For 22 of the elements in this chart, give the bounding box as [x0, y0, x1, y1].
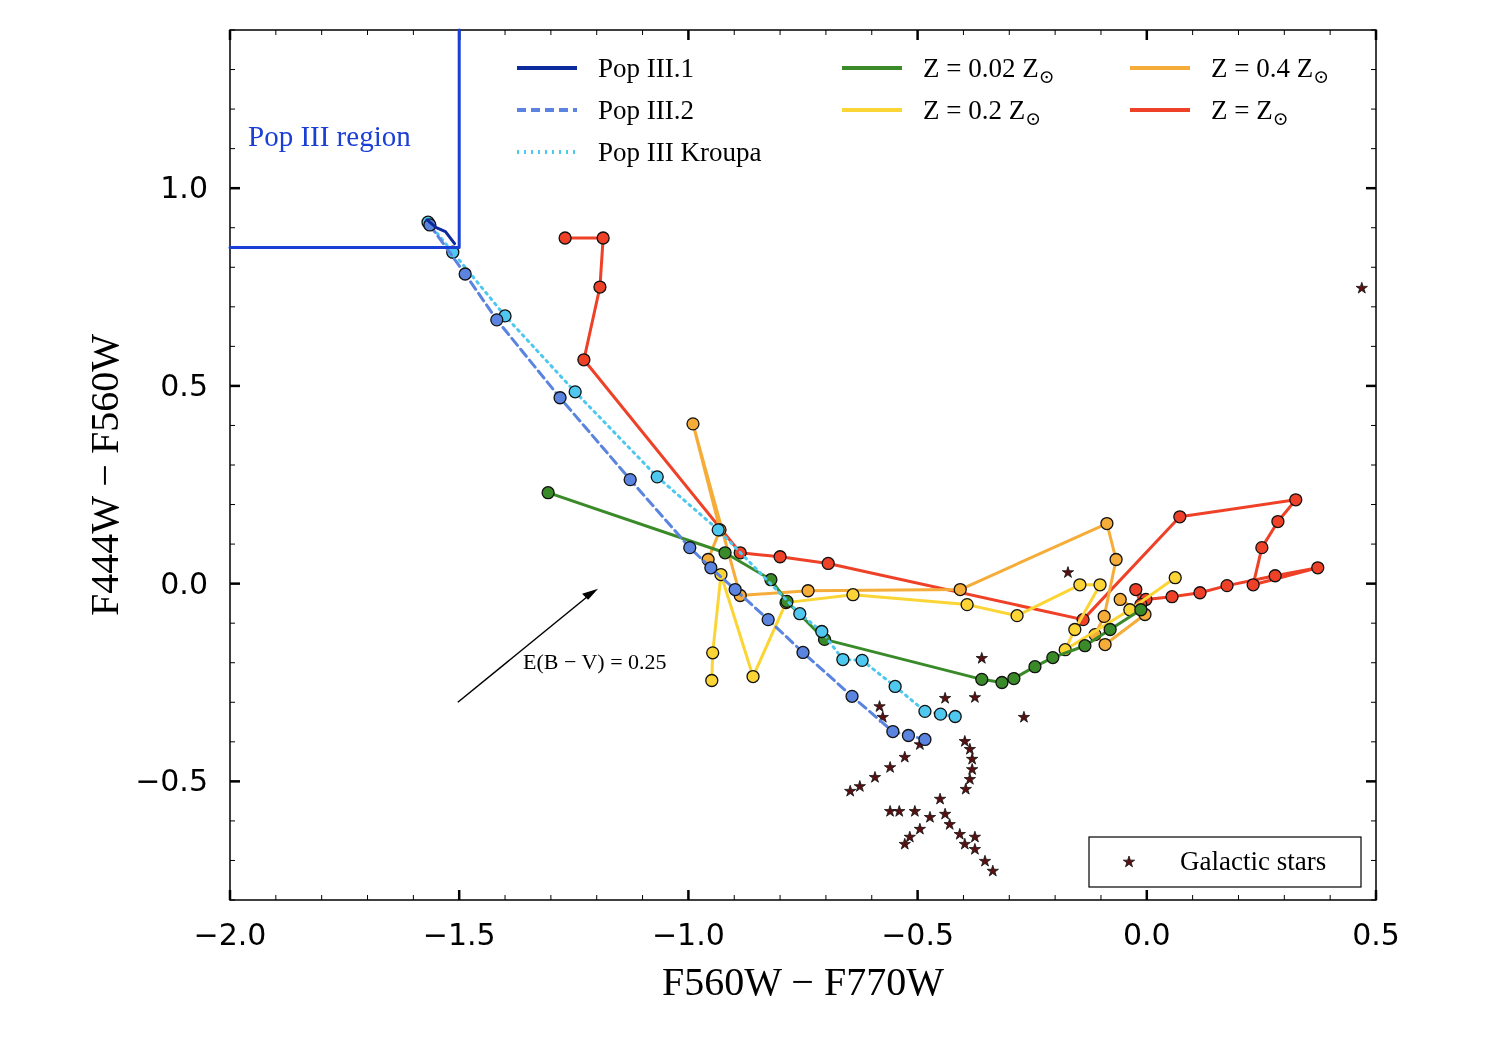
y-tick-label: 0.0 — [160, 565, 208, 601]
x-tick-label: 0.0 — [1122, 917, 1171, 952]
legend-label: Pop III.1 — [598, 53, 694, 83]
y-tick-label: 0.5 — [160, 367, 208, 403]
x-tick-label: −0.5 — [881, 917, 955, 952]
legend-label: Z = Z$_{⊙}$ — [1211, 95, 1289, 129]
legend-label: Galactic stars — [1180, 846, 1327, 876]
x-axis-title: F560W − F770W — [662, 959, 945, 1004]
legend-label: Pop III Kroupa — [598, 137, 762, 167]
legend-label: Pop III.2 — [598, 95, 694, 125]
legend-label: Z = 0.02 Z$_{⊙}$ — [923, 53, 1055, 87]
y-tick-label: −0.5 — [135, 763, 208, 799]
x-tick-label: 0.5 — [1352, 917, 1400, 952]
x-tick-label: −1.5 — [422, 917, 496, 952]
y-tick-label: 1.0 — [160, 170, 208, 206]
x-tick-label: −1.0 — [651, 917, 725, 952]
legend-label: Z = 0.2 Z$_{⊙}$ — [923, 95, 1042, 129]
annotation: Pop III region — [248, 120, 412, 152]
legend-label: Z = 0.4 Z$_{⊙}$ — [1211, 53, 1330, 87]
y-axis-title: F444W − F560W — [82, 333, 127, 616]
x-tick-label: −2.0 — [193, 917, 267, 952]
annotation: E(B − V) = 0.25 — [523, 649, 667, 674]
